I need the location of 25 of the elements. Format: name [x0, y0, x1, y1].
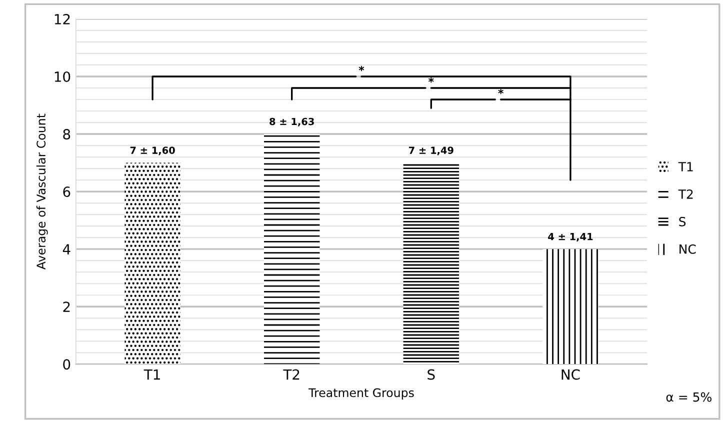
data-label: 7 ± 1,49: [408, 146, 454, 156]
y-tick-label: 0: [63, 359, 70, 370]
legend-label: S: [679, 216, 686, 226]
x-tick-label: NC: [562, 369, 580, 380]
data-label: 8 ± 1,63: [270, 118, 314, 126]
annotation: *: [358, 66, 364, 72]
y-tick-label: 12: [54, 14, 70, 24]
x-tick-label: T1: [144, 369, 160, 380]
legend-label: T1: [678, 162, 693, 172]
y-tick-label: 6: [63, 186, 70, 198]
text: α = 5%: [666, 392, 712, 402]
y-axis-title: Average of Vascular Count: [36, 114, 48, 270]
annotation: *: [498, 88, 504, 94]
legend-label: T2: [678, 189, 693, 199]
data-label: 4 ± 1,41: [548, 233, 593, 242]
x-tick-label: S: [428, 369, 435, 380]
x-axis-title: Treatment Groups: [308, 388, 414, 400]
data-label: 7 ± 1,60: [130, 146, 175, 156]
y-tick-label: 10: [54, 71, 70, 82]
legend-label: NC: [680, 244, 696, 254]
y-tick-label: 2: [63, 302, 70, 312]
annotation: *: [428, 77, 434, 83]
y-tick-label: 4: [62, 244, 70, 254]
x-tick-label: T2: [283, 369, 300, 380]
y-tick-label: 8: [63, 128, 70, 140]
